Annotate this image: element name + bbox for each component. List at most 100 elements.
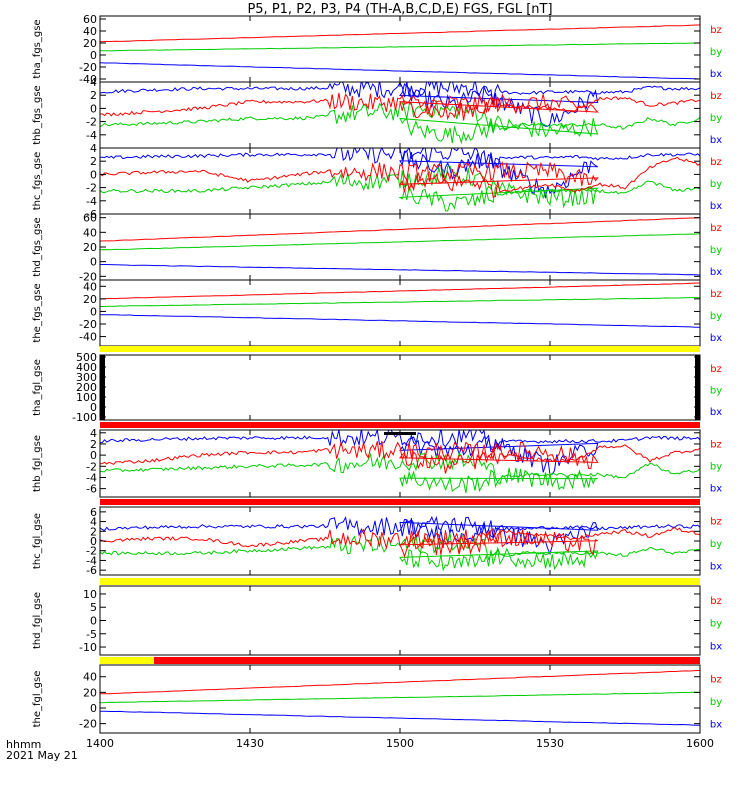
date-label: 2021 May 21 bbox=[6, 749, 78, 762]
y-tick-label: 40 bbox=[83, 226, 97, 239]
legend-bx: bx bbox=[710, 135, 722, 146]
series-line-by bbox=[100, 297, 700, 307]
y-axis-label: tha_fgs_gse bbox=[32, 19, 43, 78]
legend-bx: bx bbox=[710, 333, 722, 344]
y-axis-label: thb_fgl_gse bbox=[32, 435, 43, 492]
xaxis-unit-label: hhmm bbox=[6, 738, 42, 751]
status-bar-red bbox=[100, 499, 700, 505]
y-tick-label: -2 bbox=[86, 460, 97, 473]
legend-bx: bx bbox=[710, 407, 722, 418]
x-tick-label: 1430 bbox=[236, 737, 264, 750]
y-tick-label: 60 bbox=[83, 212, 97, 225]
legend-by: by bbox=[710, 619, 722, 630]
legend-bz: bz bbox=[710, 596, 722, 607]
legend-bz: bz bbox=[710, 289, 722, 300]
y-tick-label: -40 bbox=[79, 331, 97, 344]
legend-by: by bbox=[710, 311, 722, 322]
series-line-bz bbox=[100, 92, 700, 121]
status-bar-red bbox=[100, 422, 700, 428]
y-tick-label: 20 bbox=[83, 293, 97, 306]
series-line-by bbox=[100, 691, 700, 704]
legend-bx: bx bbox=[710, 201, 722, 212]
legend-bx: bx bbox=[710, 561, 722, 572]
y-tick-label: -2 bbox=[86, 182, 97, 195]
series-line-bz bbox=[100, 24, 700, 43]
legend-bx: bx bbox=[710, 641, 722, 652]
chart-title: P5, P1, P2, P3, P4 (TH-A,B,C,D,E) FGS, F… bbox=[247, 2, 553, 17]
series-line-bz bbox=[100, 282, 700, 300]
y-tick-label: 20 bbox=[83, 241, 97, 254]
y-axis-label: thc_fgl_gse bbox=[32, 513, 43, 569]
y-tick-label: -6 bbox=[86, 564, 97, 577]
legend-bz: bz bbox=[710, 517, 722, 528]
panel-frame bbox=[99, 15, 701, 83]
series-line-by bbox=[100, 42, 700, 52]
y-tick-label: -40 bbox=[79, 73, 97, 86]
legend-bz: bz bbox=[710, 364, 722, 375]
series-line-by bbox=[100, 233, 700, 251]
y-tick-label: -6 bbox=[86, 208, 97, 221]
y-tick-label: 0 bbox=[90, 449, 97, 462]
status-bar-red bbox=[154, 657, 700, 664]
series-line-bx bbox=[100, 148, 700, 199]
y-tick-label: -20 bbox=[79, 270, 97, 283]
panel-frame bbox=[99, 147, 701, 215]
legend-bx: bx bbox=[710, 69, 722, 80]
legend-by: by bbox=[710, 462, 722, 473]
y-tick-label: 0 bbox=[90, 305, 97, 318]
x-tick-label: 1530 bbox=[536, 737, 564, 750]
legend-bx: bx bbox=[710, 484, 722, 495]
series-line-bz bbox=[100, 527, 700, 558]
y-tick-label: -20 bbox=[79, 318, 97, 331]
y-axis-label: the_fgs_gse bbox=[32, 283, 43, 342]
y-tick-label: 2 bbox=[90, 155, 97, 168]
x-tick-label: 1600 bbox=[686, 737, 714, 750]
series-line-bz bbox=[100, 217, 700, 242]
y-tick-label: -4 bbox=[86, 554, 97, 567]
legend-bx: bx bbox=[710, 719, 722, 730]
y-tick-label: 200 bbox=[76, 381, 97, 394]
series-line-bx bbox=[100, 710, 700, 726]
y-tick-label: 0 bbox=[90, 702, 97, 715]
y-tick-label: 4 bbox=[90, 427, 97, 440]
y-tick-label: -100 bbox=[72, 411, 97, 424]
y-axis-label: thc_fgs_gse bbox=[32, 152, 43, 211]
status-marker bbox=[384, 432, 416, 435]
panel-frame bbox=[99, 429, 701, 498]
legend-bz: bz bbox=[710, 25, 722, 36]
legend-bx: bx bbox=[710, 267, 722, 278]
legend-by: by bbox=[710, 245, 722, 256]
series-line-bz bbox=[100, 156, 700, 198]
y-tick-label: 100 bbox=[76, 391, 97, 404]
y-axis-label: tha_fgl_gse bbox=[32, 359, 43, 416]
y-tick-label: 400 bbox=[76, 361, 97, 374]
legend-by: by bbox=[710, 179, 722, 190]
legend-by: by bbox=[710, 539, 722, 550]
y-tick-label: -2 bbox=[86, 545, 97, 558]
status-bar-yellow bbox=[100, 578, 700, 585]
series-line-bx bbox=[100, 515, 700, 556]
legend-by: by bbox=[710, 113, 722, 124]
y-tick-label: -20 bbox=[79, 718, 97, 731]
y-tick-label: 2 bbox=[90, 438, 97, 451]
y-tick-label: 40 bbox=[83, 280, 97, 293]
y-tick-label: 4 bbox=[90, 516, 97, 529]
panel-frame bbox=[99, 585, 701, 656]
y-tick-label: 0 bbox=[90, 535, 97, 548]
status-bar-yellow bbox=[100, 346, 700, 352]
y-tick-label: 5 bbox=[90, 601, 97, 614]
y-tick-label: 40 bbox=[83, 25, 97, 38]
series-line-by bbox=[100, 451, 700, 494]
y-tick-label: 60 bbox=[83, 13, 97, 26]
y-tick-label: 0 bbox=[90, 168, 97, 181]
y-tick-label: 10 bbox=[83, 588, 97, 601]
y-tick-label: 2 bbox=[90, 89, 97, 102]
y-tick-label: -10 bbox=[79, 641, 97, 654]
y-tick-label: -2 bbox=[86, 116, 97, 129]
y-tick-label: -4 bbox=[86, 195, 97, 208]
y-tick-label: -4 bbox=[86, 129, 97, 142]
series-line-bx bbox=[100, 82, 700, 127]
panel-frame bbox=[99, 506, 701, 576]
series-line-by bbox=[100, 100, 700, 145]
